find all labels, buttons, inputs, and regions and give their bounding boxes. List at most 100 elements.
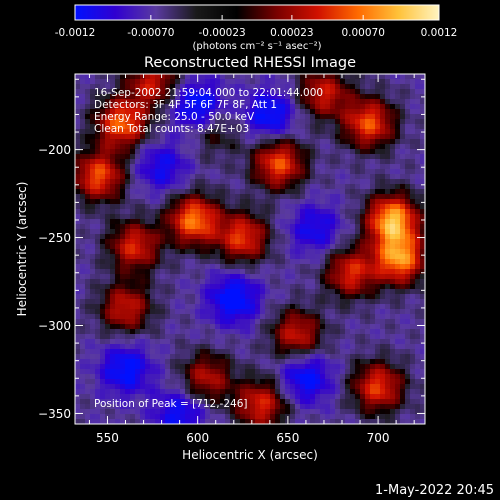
heatmap-cell: [360, 304, 366, 310]
heatmap-cell: [130, 359, 136, 365]
heatmap-cell: [120, 239, 126, 245]
heatmap-cell: [245, 239, 251, 245]
heatmap-cell: [155, 354, 161, 360]
heatmap-cell: [235, 324, 241, 330]
heatmap-cell: [170, 184, 176, 190]
heatmap-cell: [375, 309, 381, 315]
heatmap-cell: [350, 94, 356, 100]
heatmap-cell: [360, 319, 366, 325]
heatmap-cell: [120, 329, 126, 335]
heatmap-cell: [185, 334, 191, 340]
heatmap-cell: [325, 239, 331, 245]
heatmap-cell: [235, 229, 241, 235]
heatmap-cell: [90, 299, 96, 305]
heatmap-cell: [100, 169, 106, 175]
heatmap-cell: [280, 409, 286, 415]
heatmap-cell: [110, 224, 116, 230]
heatmap-cell: [240, 159, 246, 165]
heatmap-cell: [375, 244, 381, 250]
heatmap-cell: [130, 254, 136, 260]
heatmap-cell: [95, 94, 101, 100]
heatmap-cell: [355, 134, 361, 140]
heatmap-cell: [85, 329, 91, 335]
heatmap-cell: [240, 204, 246, 210]
heatmap-cell: [375, 214, 381, 220]
heatmap-cell: [75, 334, 81, 340]
heatmap-cell: [90, 359, 96, 365]
heatmap-cell: [210, 304, 216, 310]
heatmap-cell: [285, 399, 291, 405]
heatmap-cell: [370, 309, 376, 315]
heatmap-cell: [165, 374, 171, 380]
heatmap-cell: [420, 169, 425, 175]
heatmap-cell: [375, 389, 381, 395]
heatmap-cell: [410, 134, 416, 140]
heatmap-cell: [365, 304, 371, 310]
heatmap-cell: [170, 104, 176, 110]
heatmap-cell: [75, 229, 81, 235]
heatmap-cell: [165, 204, 171, 210]
heatmap-cell: [90, 144, 96, 150]
heatmap-cell: [280, 189, 286, 195]
heatmap-cell: [290, 374, 296, 380]
heatmap-cell: [95, 329, 101, 335]
heatmap-cell: [310, 259, 316, 265]
heatmap-cell: [350, 309, 356, 315]
heatmap-cell: [75, 329, 81, 335]
heatmap-cell: [355, 209, 361, 215]
heatmap-cell: [355, 314, 361, 320]
heatmap-cell: [175, 199, 181, 205]
heatmap-cell: [280, 154, 286, 160]
heatmap-cell: [225, 369, 231, 375]
heatmap-cell: [120, 334, 126, 340]
heatmap-cell: [295, 274, 301, 280]
heatmap-cell: [405, 134, 411, 140]
heatmap-cell: [90, 334, 96, 340]
heatmap-cell: [235, 174, 241, 180]
heatmap-cell: [395, 184, 401, 190]
heatmap-cell: [420, 304, 425, 310]
heatmap-cell: [190, 219, 196, 225]
heatmap-cell: [240, 319, 246, 325]
heatmap-cell: [320, 114, 326, 120]
heatmap-cell: [135, 229, 141, 235]
heatmap-cell: [240, 119, 246, 125]
heatmap-cell: [110, 244, 116, 250]
heatmap-cell: [240, 309, 246, 315]
heatmap-cell: [300, 314, 306, 320]
heatmap-cell: [345, 369, 351, 375]
heatmap-cell: [85, 199, 91, 205]
heatmap-cell: [170, 159, 176, 165]
heatmap-cell: [410, 174, 416, 180]
heatmap-cell: [145, 189, 151, 195]
heatmap-cell: [405, 244, 411, 250]
heatmap-cell: [185, 224, 191, 230]
heatmap-cell: [340, 354, 346, 360]
heatmap-cell: [80, 189, 86, 195]
heatmap-cell: [315, 79, 321, 85]
heatmap-cell: [115, 184, 121, 190]
heatmap-cell: [170, 309, 176, 315]
heatmap-cell: [350, 184, 356, 190]
heatmap-cell: [145, 74, 151, 80]
heatmap-cell: [395, 384, 401, 390]
heatmap-cell: [170, 274, 176, 280]
heatmap-cell: [115, 354, 121, 360]
heatmap-cell: [305, 354, 311, 360]
heatmap-cell: [270, 194, 276, 200]
heatmap-cell: [105, 209, 111, 215]
heatmap-cell: [105, 299, 111, 305]
heatmap-cell: [295, 224, 301, 230]
heatmap-cell: [115, 134, 121, 140]
heatmap-cell: [370, 249, 376, 255]
heatmap-cell: [270, 109, 276, 115]
heatmap-cell: [125, 169, 131, 175]
heatmap-cell: [305, 169, 311, 175]
heatmap-cell: [110, 254, 116, 260]
heatmap-cell: [340, 94, 346, 100]
heatmap-cell: [110, 419, 116, 424]
heatmap-cell: [205, 124, 211, 130]
heatmap-cell: [100, 399, 106, 405]
heatmap-cell: [85, 419, 91, 424]
heatmap-cell: [265, 299, 271, 305]
